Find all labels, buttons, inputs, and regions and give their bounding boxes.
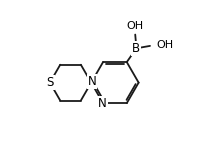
Text: S: S [46, 76, 54, 89]
Text: N: N [88, 75, 96, 88]
Text: N: N [98, 97, 107, 110]
Text: OH: OH [127, 21, 144, 31]
Text: B: B [132, 42, 141, 55]
Text: OH: OH [156, 40, 174, 50]
